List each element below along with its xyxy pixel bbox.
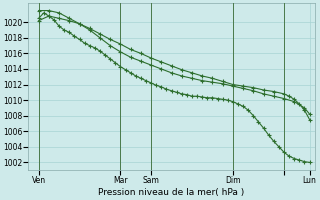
X-axis label: Pression niveau de la mer( hPa ): Pression niveau de la mer( hPa ) [99, 188, 245, 197]
